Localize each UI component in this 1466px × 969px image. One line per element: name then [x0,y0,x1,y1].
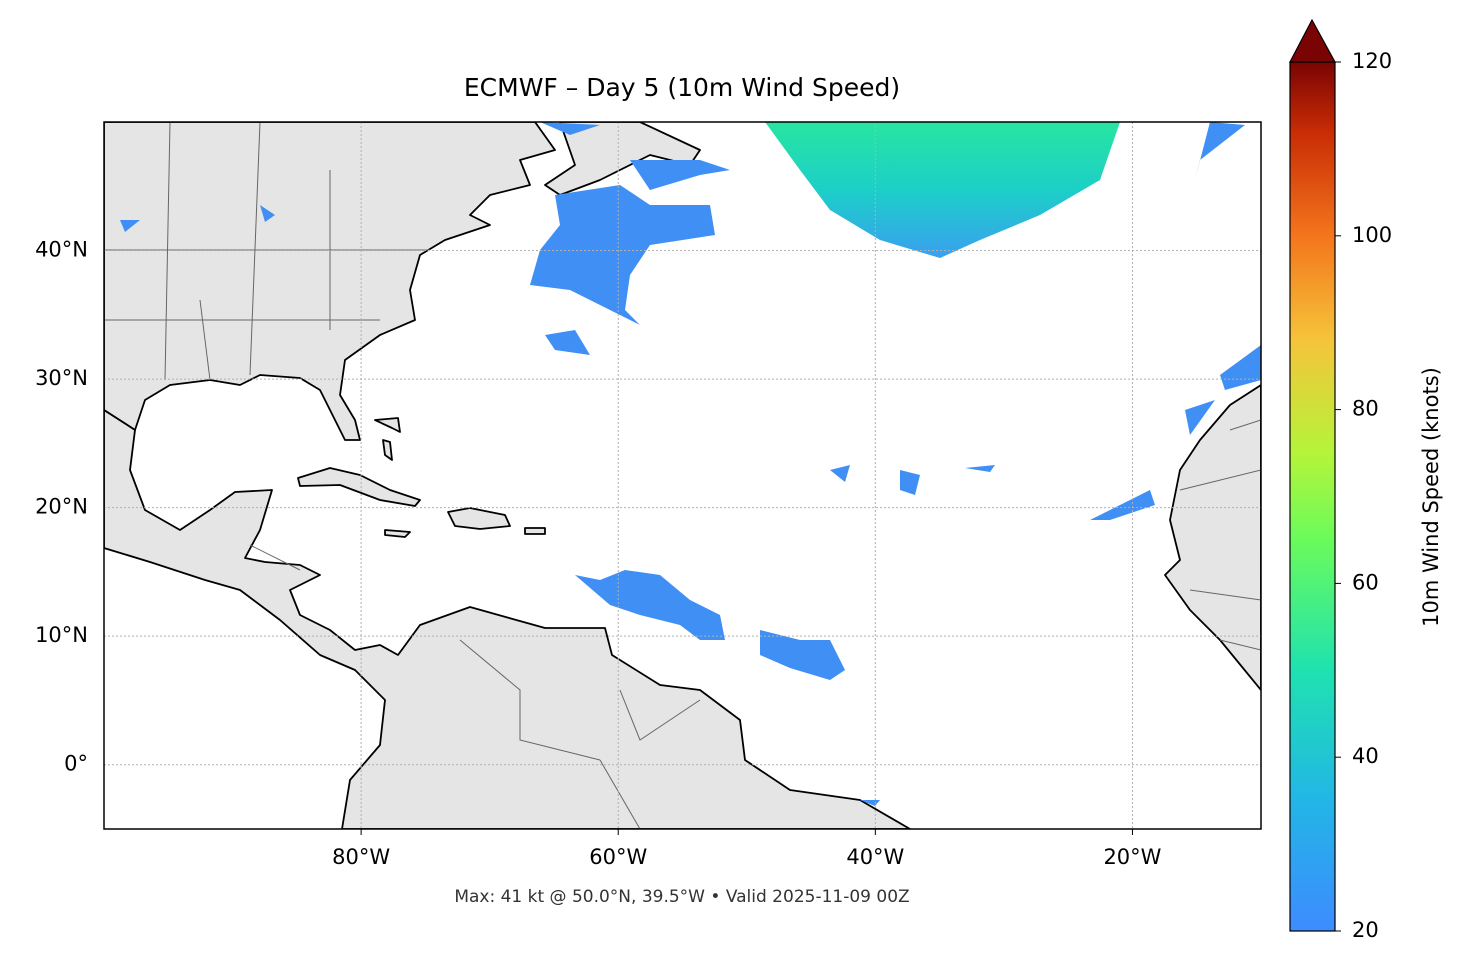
land-jamaica [384,529,411,538]
map-area [104,122,1261,829]
x-tick-label: 20°W [1103,845,1161,869]
colorbar-tick-label: 80 [1352,397,1379,421]
land-nova-scotia [544,122,701,196]
wind-area [765,122,1120,258]
y-tick-label: 40°N [35,238,88,262]
chart-title: ECMWF – Day 5 (10m Wind Speed) [464,73,900,102]
x-tick-label: 80°W [332,845,390,869]
colorbar-tick-label: 100 [1352,223,1392,247]
land-cuba [297,467,421,507]
colorbar: 10m Wind Speed (knots) [1289,18,1443,932]
y-tick-label: 20°N [35,495,88,519]
colorbar-scale [1289,61,1336,932]
annotation: Max: 41 kt @ 50.0°N, 39.5°W • Valid 2025… [454,887,909,907]
y-tick-label: 10°N [35,623,88,647]
y-tick-label: 30°N [35,366,88,390]
wind-area [575,465,995,680]
colorbar-extend [1289,18,1337,63]
land-bahamas [374,417,401,461]
land-puerto-rico [524,527,546,535]
wind-area [530,122,730,355]
land-central-south-america [104,409,911,829]
x-tick-label: 60°W [589,845,647,869]
map-frame [103,121,1262,830]
borders [104,122,1261,829]
colorbar-tick-label: 120 [1352,49,1392,73]
y-tick-label: 0° [64,752,88,776]
x-tick-label: 40°W [846,845,904,869]
land-africa [1164,384,1261,691]
colorbar-label: 10m Wind Speed (knots) [1419,367,1443,627]
colorbar-tick-label: 40 [1352,744,1379,768]
colorbar-tick-label: 60 [1352,570,1379,594]
colorbar-tick-label: 20 [1352,918,1379,942]
